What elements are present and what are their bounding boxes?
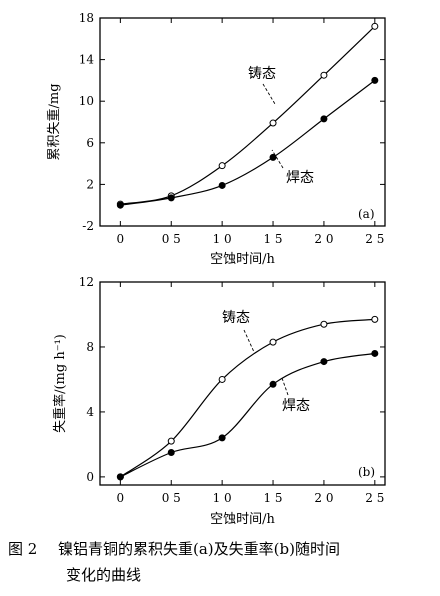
x-tick-label: 1 0 bbox=[213, 491, 232, 505]
x-tick-label: 2 5 bbox=[365, 491, 384, 505]
figure-caption: 图 2 镍铝青铜的累积失重(a)及失重率(b)随时间变化的曲线 bbox=[8, 536, 432, 588]
x-tick-label: 2 5 bbox=[365, 232, 384, 246]
x-tick-label: 0 5 bbox=[162, 491, 181, 505]
y-tick-label: 2 bbox=[86, 177, 94, 191]
y-tick-label: 4 bbox=[86, 405, 94, 419]
x-tick-label: 2 0 bbox=[314, 232, 333, 246]
series-label-leader bbox=[243, 329, 255, 353]
panel-label: (a) bbox=[358, 207, 375, 221]
chart-panel-b: 0 0 5 1 0 1 5 2 0 2 5 0 4 8 12 空蚀时间/h 失重率/(mg h⁻¹) 铸… bbox=[52, 275, 386, 527]
figure-number: 图 2 bbox=[8, 540, 38, 558]
series-label-leader bbox=[262, 83, 276, 105]
caption-line-1: 镍铝青铜的累积失重(a)及失重率(b)随时间 bbox=[58, 540, 340, 558]
data-point-welded bbox=[269, 380, 277, 388]
y-tick-label: 12 bbox=[79, 275, 94, 289]
data-point-welded bbox=[116, 473, 124, 481]
data-point-welded bbox=[167, 194, 175, 202]
data-point-cast bbox=[269, 338, 277, 346]
x-tick-label: 0 bbox=[117, 491, 125, 505]
data-point-cast bbox=[320, 320, 328, 328]
data-point-welded bbox=[269, 153, 277, 161]
data-point-cast bbox=[218, 162, 226, 170]
data-point-welded bbox=[218, 181, 226, 189]
caption-line-2: 变化的曲线 bbox=[66, 566, 142, 584]
data-point-welded bbox=[167, 449, 175, 457]
data-point-welded bbox=[371, 76, 379, 84]
series-line-welded bbox=[120, 352, 375, 478]
plot-frame bbox=[99, 17, 386, 227]
plot-frame bbox=[99, 281, 386, 486]
x-tick-label: 0 bbox=[117, 232, 125, 246]
data-point-cast bbox=[218, 375, 226, 383]
series-label-welded: 焊态 bbox=[286, 170, 314, 186]
y-tick-label: 10 bbox=[79, 94, 94, 108]
data-point-welded bbox=[218, 434, 226, 442]
data-point-welded bbox=[320, 115, 328, 123]
series-label-leader bbox=[271, 149, 284, 169]
series-label-cast: 铸态 bbox=[222, 310, 250, 326]
y-axis-label: 失重率/(mg h⁻¹) bbox=[52, 334, 68, 433]
x-axis-label: 空蚀时间/h bbox=[210, 252, 275, 267]
series-line-welded bbox=[120, 79, 376, 206]
x-tick-label: 1 5 bbox=[263, 491, 282, 505]
x-tick-label: 1 0 bbox=[213, 232, 232, 246]
data-point-welded bbox=[371, 349, 379, 357]
y-tick-label: -2 bbox=[82, 219, 94, 233]
data-point-cast bbox=[167, 437, 175, 445]
data-point-cast bbox=[269, 119, 277, 127]
series-label-cast: 铸态 bbox=[248, 66, 276, 82]
data-point-cast bbox=[371, 315, 379, 323]
data-point-cast bbox=[371, 22, 379, 30]
y-axis-label: 累积失重/mg bbox=[46, 83, 62, 160]
x-tick-label: 1 5 bbox=[263, 232, 282, 246]
y-tick-label: 6 bbox=[86, 136, 94, 150]
series-label-welded: 焊态 bbox=[282, 398, 310, 414]
y-tick-label: 18 bbox=[79, 11, 94, 25]
y-tick-label: 0 bbox=[86, 470, 94, 484]
x-tick-label: 0 5 bbox=[162, 232, 181, 246]
y-tick-label: 8 bbox=[86, 340, 94, 354]
series-line-cast bbox=[120, 25, 376, 205]
series-label-leader bbox=[281, 377, 289, 396]
panel-label: (b) bbox=[358, 465, 375, 479]
data-point-welded bbox=[116, 201, 124, 209]
data-point-welded bbox=[320, 358, 328, 366]
series-line-cast bbox=[120, 318, 375, 478]
x-tick-label: 2 0 bbox=[314, 491, 333, 505]
data-point-cast bbox=[320, 71, 328, 79]
x-axis-label: 空蚀时间/h bbox=[210, 512, 275, 527]
y-tick-label: 14 bbox=[79, 53, 95, 67]
